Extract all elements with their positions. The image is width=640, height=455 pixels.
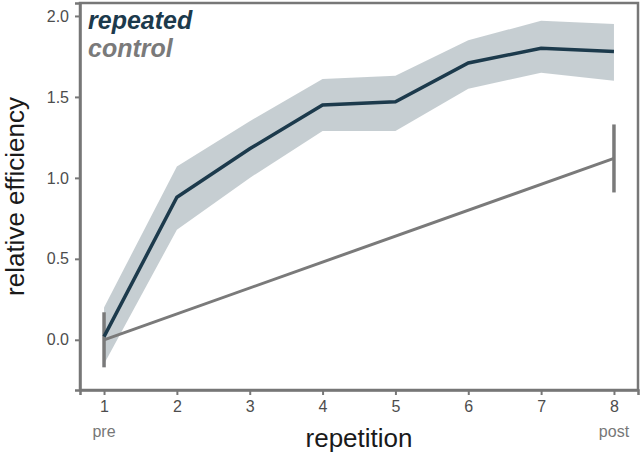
x-tick-mark — [395, 390, 397, 395]
x-tick-mark — [613, 390, 615, 395]
legend: repeatedcontrol — [88, 6, 193, 62]
y-axis-title: relative efficiency — [0, 97, 30, 296]
x-tick: 8 — [610, 390, 619, 415]
plot-frame — [80, 3, 638, 390]
x-tick-label: 8 — [610, 398, 619, 415]
x-tick: 4 — [319, 390, 328, 415]
x-tick-label: 4 — [319, 398, 328, 415]
y-tick-mark — [75, 258, 80, 260]
annotation: pre — [92, 423, 115, 440]
x-tick-mark — [176, 390, 178, 395]
x-tick-mark — [541, 390, 543, 395]
x-tick-mark — [249, 390, 251, 395]
y-tick-mark — [75, 96, 80, 98]
axis-line — [81, 391, 639, 396]
error-bar — [612, 124, 616, 192]
y-tick-mark — [75, 15, 80, 17]
x-tick-label: 2 — [173, 398, 182, 415]
annotation: post — [599, 423, 630, 440]
x-tick-label: 7 — [537, 398, 546, 415]
x-tick: 7 — [537, 390, 546, 415]
x-axis: 1 2 3 4 5 6 7 8 — [81, 390, 639, 415]
y-axis: 0.0 0.5 1.0 1.5 2.0 — [47, 4, 81, 391]
y-tick: 0.5 — [47, 250, 80, 267]
x-tick: 6 — [464, 390, 473, 415]
x-tick-mark — [468, 390, 470, 395]
x-tick-label: 6 — [464, 398, 473, 415]
y-tick-label: 2.0 — [47, 8, 69, 25]
error-bar — [102, 312, 106, 367]
series-line — [104, 48, 614, 336]
x-tick-label: 1 — [100, 398, 109, 415]
plot: 0.0 0.5 1.0 1.5 2.0 1 2 3 4 5 6 7 8 pre post repeatedco… — [47, 3, 639, 440]
y-tick: 0.0 — [47, 331, 80, 348]
x-tick-label: 5 — [391, 398, 400, 415]
x-tick: 2 — [173, 390, 182, 415]
marks — [104, 21, 614, 368]
chart: 0.0 0.5 1.0 1.5 2.0 1 2 3 4 5 6 7 8 pre post repeatedco… — [0, 0, 640, 455]
x-tick: 3 — [246, 390, 255, 415]
y-tick-mark — [75, 177, 80, 179]
series-line — [104, 158, 614, 339]
y-tick: 1.0 — [47, 169, 80, 186]
y-tick-label: 1.0 — [47, 169, 69, 186]
x-tick-mark — [104, 390, 106, 395]
y-tick-label: 0.0 — [47, 331, 69, 348]
legend-entry: repeated — [88, 6, 193, 34]
y-tick: 1.5 — [47, 89, 80, 106]
x-tick: 5 — [391, 390, 400, 415]
y-tick-label: 0.5 — [47, 250, 69, 267]
confidence-band — [104, 21, 614, 364]
x-tick-mark — [322, 390, 324, 395]
legend-entry: control — [88, 34, 174, 62]
x-tick-label: 3 — [246, 398, 255, 415]
y-tick-label: 1.5 — [47, 89, 69, 106]
x-tick: 1 — [100, 390, 109, 415]
y-tick: 2.0 — [47, 8, 80, 25]
y-tick-mark — [75, 339, 80, 341]
axis-line — [75, 4, 81, 391]
x-axis-title: repetition — [306, 423, 413, 453]
